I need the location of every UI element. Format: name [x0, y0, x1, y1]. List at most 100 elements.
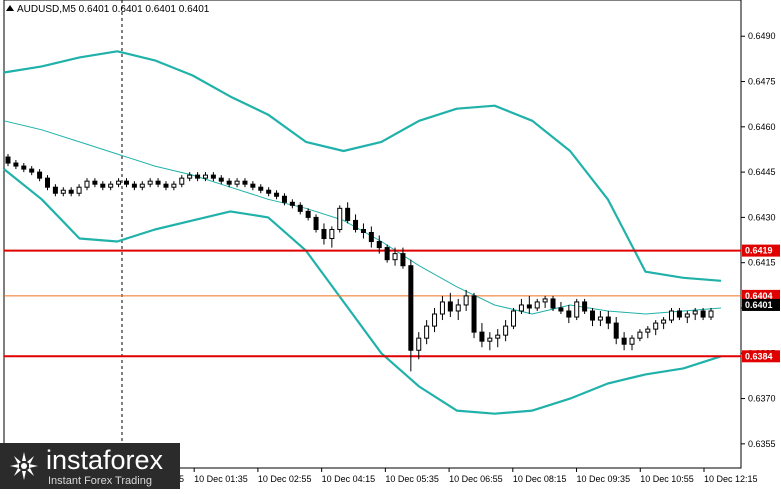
candle-body [376, 241, 382, 249]
candle [503, 320, 509, 342]
candle [92, 178, 98, 188]
candle [629, 335, 635, 351]
x-tick-label: 10 Dec 04:15 [322, 474, 376, 484]
candles [5, 153, 714, 372]
candle [44, 175, 50, 191]
candle-body [503, 325, 509, 336]
candle [202, 172, 208, 182]
price-label: 0.6384 [745, 351, 773, 361]
candle-body [542, 298, 548, 303]
candle-body [274, 192, 280, 197]
candle-body [37, 171, 43, 179]
candle-body [226, 180, 232, 185]
candle-body [155, 180, 161, 185]
candle-body [123, 180, 129, 185]
candle-body [676, 310, 682, 318]
candle-body [645, 328, 651, 333]
candle [147, 178, 153, 188]
x-tick-label: 10 Dec 12:15 [704, 474, 758, 484]
candle [692, 307, 698, 321]
candle-body [116, 180, 122, 185]
candle-body [21, 165, 27, 170]
y-tick-label: 0.6355 [748, 439, 776, 449]
y-tick-label: 0.6415 [748, 258, 776, 268]
candle-body [202, 174, 208, 179]
candle [21, 163, 27, 173]
y-tick-label: 0.6460 [748, 122, 776, 132]
candle [84, 178, 90, 191]
price-label-box [742, 350, 780, 363]
candle [408, 259, 414, 372]
x-tick-label: 10 Dec 05:35 [385, 474, 439, 484]
candle [281, 193, 287, 206]
candle [171, 181, 177, 191]
candle-body [479, 331, 485, 342]
candle-body [597, 316, 603, 321]
candle-body [139, 183, 145, 188]
price-label-box [742, 289, 780, 302]
candle-body [637, 331, 643, 339]
candle [210, 172, 216, 182]
candle [661, 317, 667, 330]
candle-body [297, 204, 303, 212]
candle [424, 320, 430, 345]
candle [250, 181, 256, 191]
candle-body [621, 337, 627, 345]
candle [131, 181, 137, 191]
candle [495, 329, 501, 348]
candle-body [487, 337, 493, 342]
y-tick-label: 0.6430 [748, 212, 776, 222]
candle-body [526, 304, 532, 309]
candle [645, 326, 651, 339]
candle [574, 298, 580, 321]
candle-body [131, 183, 137, 188]
candle-body [289, 201, 295, 206]
candle [5, 153, 11, 167]
candle [360, 223, 366, 239]
candle [621, 332, 627, 351]
candle-body [424, 325, 430, 339]
candle-body [313, 216, 319, 230]
candle-body [163, 183, 169, 188]
candle [52, 184, 58, 197]
candle [100, 181, 106, 191]
candle [155, 178, 161, 188]
candle [432, 307, 438, 333]
candle [676, 307, 682, 321]
candle [669, 307, 675, 324]
candle-body [558, 307, 564, 312]
y-tick-label: 0.6475 [748, 77, 776, 87]
candle-body [258, 186, 264, 191]
candle [376, 235, 382, 254]
watermark-tagline: Instant Forex Trading [48, 475, 152, 487]
candle-body [68, 189, 74, 194]
candle [297, 202, 303, 215]
x-tick-label: 10 Dec 02:55 [258, 474, 312, 484]
x-tick-label: 10 Dec 08:15 [513, 474, 567, 484]
candle [195, 172, 201, 182]
price-axis: 0.6490 0.6475 0.6460 0.6445 0.6430 0.6415 0.64… [741, 31, 780, 449]
candle-body [700, 310, 706, 318]
candle [218, 175, 224, 185]
candle-body [392, 253, 398, 261]
candle [123, 178, 129, 188]
candle [13, 160, 19, 170]
candle [439, 295, 445, 321]
candle-body [5, 156, 11, 164]
candle-body [566, 310, 572, 318]
candle [534, 298, 540, 311]
candle-body [76, 186, 82, 194]
candle-body [52, 186, 58, 194]
band-upper [3, 50, 722, 282]
candle [274, 190, 280, 200]
symbol-marker-icon [6, 5, 14, 11]
candle [242, 178, 248, 188]
candle [345, 202, 351, 224]
candle-body [108, 183, 114, 188]
candle [321, 223, 327, 245]
candle-body [92, 180, 98, 185]
candle [455, 298, 461, 321]
band-lower [3, 168, 722, 415]
